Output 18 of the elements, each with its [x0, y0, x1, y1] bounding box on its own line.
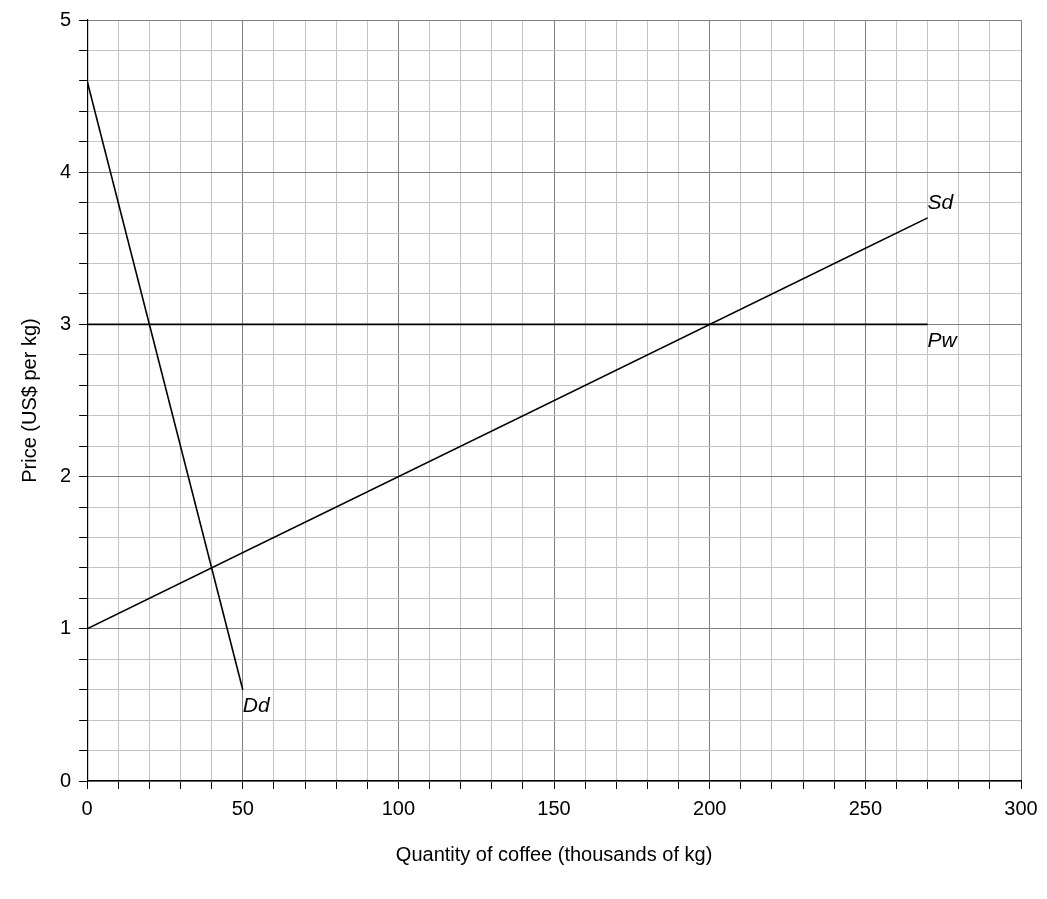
y-axis-title: Price (US$ per kg)	[17, 318, 40, 483]
x-tick-label: 150	[537, 796, 571, 819]
x-tick-label: 100	[381, 796, 416, 819]
x-tick-label: 300	[1004, 796, 1038, 819]
x-tick-label: 50	[231, 796, 254, 819]
x-tick-label: 0	[81, 796, 93, 819]
y-tick-label: 0	[60, 768, 72, 791]
series-label: Pw	[927, 327, 959, 351]
x-tick-label: 250	[848, 796, 883, 819]
series-label: Dd	[242, 693, 271, 717]
series-label: Sd	[927, 190, 955, 214]
y-tick-label: 4	[60, 159, 72, 182]
x-tick-label: 200	[693, 796, 727, 819]
y-tick-label: 2	[60, 464, 72, 487]
y-tick-label: 1	[60, 616, 72, 639]
x-axis-title: Quantity of coffee (thousands of kg)	[395, 842, 713, 865]
y-tick-label: 5	[60, 7, 72, 30]
y-tick-label: 3	[60, 311, 72, 334]
